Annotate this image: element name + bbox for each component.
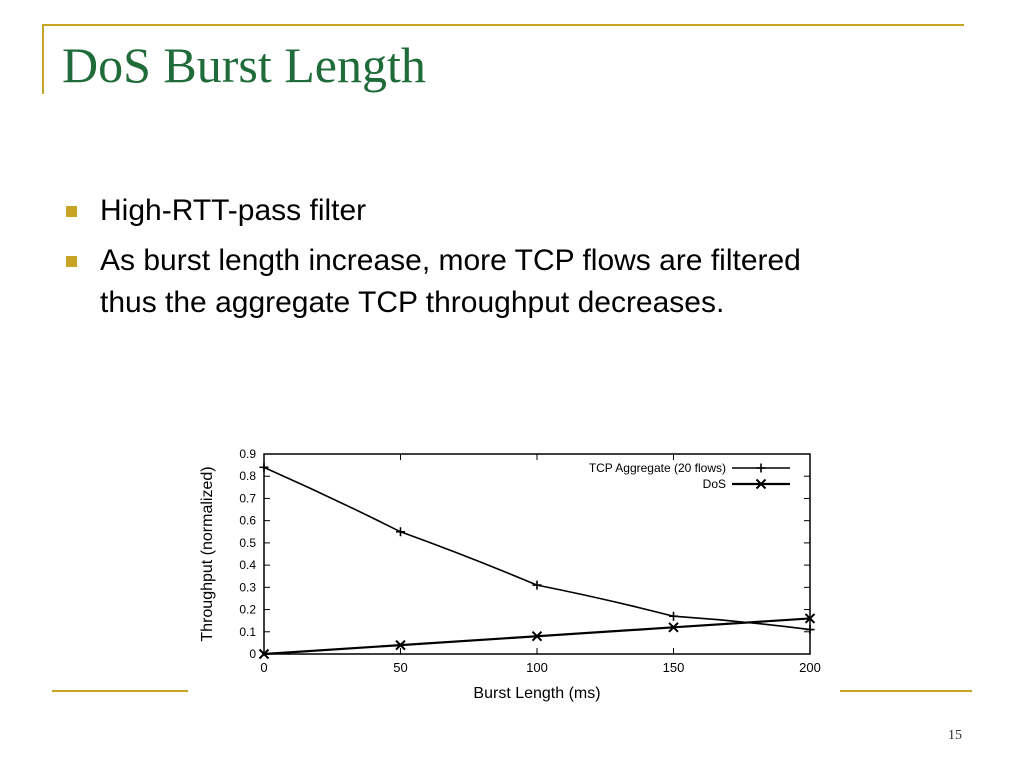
footer-rule-right — [840, 690, 972, 692]
footer-rule-left — [52, 690, 192, 692]
legend-label: TCP Aggregate (20 flows) — [589, 461, 726, 475]
square-bullet-icon — [66, 206, 77, 217]
y-tick-label: 0.7 — [239, 491, 256, 505]
y-tick-label: 0.9 — [239, 447, 256, 461]
point-tcp-aggregate — [532, 580, 542, 590]
x-tick-label: 200 — [799, 660, 821, 675]
legend-marker — [755, 478, 767, 490]
y-axis-label: Throughput (normalized) — [199, 466, 216, 641]
legend-marker — [756, 463, 766, 473]
x-axis-label: Burst Length (ms) — [473, 685, 600, 702]
point-dos — [531, 631, 543, 642]
square-bullet-icon — [66, 256, 77, 267]
series-line-tcp-aggregate — [263, 466, 811, 631]
chart-container: 0 0.1 0.2 0.3 0.4 0.5 0.6 0.7 0.8 0.9 0 50 100 150 200… — [188, 424, 840, 710]
bullet-item: High-RTT-pass filter — [62, 190, 862, 232]
point-tcp-aggregate — [805, 625, 815, 635]
slide-title: DoS Burst Length — [62, 37, 426, 93]
y-tick-label: 0.3 — [239, 580, 256, 594]
y-tick-label: 0 — [249, 647, 256, 661]
point-tcp-aggregate — [396, 527, 405, 537]
point-tcp-aggregate — [669, 611, 678, 621]
x-tick-label: 150 — [663, 660, 685, 675]
point-dos — [395, 639, 406, 651]
bullet-item: As burst length increase, more TCP flows… — [62, 240, 862, 324]
point-dos — [668, 622, 679, 633]
x-tick-label: 100 — [526, 660, 548, 675]
y-tick-label: 0.2 — [239, 603, 256, 617]
bullet-text: High-RTT-pass filter — [100, 194, 367, 227]
x-tick-label: 0 — [260, 660, 267, 675]
frame-top-rule — [42, 24, 964, 26]
y-tick-label: 0.6 — [239, 514, 256, 528]
y-tick-label: 0.1 — [239, 625, 256, 639]
y-tick-label: 0.4 — [239, 558, 256, 572]
frame-left-rule — [42, 24, 44, 94]
point-dos — [804, 613, 816, 624]
bullet-text: As burst length increase, more TCP flows… — [100, 244, 801, 319]
bullet-list: High-RTT-pass filter As burst length inc… — [62, 190, 862, 332]
page-number: 15 — [948, 728, 962, 743]
point-tcp-aggregate — [259, 462, 269, 472]
y-tick-label: 0.8 — [239, 469, 256, 483]
legend-label: DoS — [703, 477, 726, 491]
throughput-chart: 0 0.1 0.2 0.3 0.4 0.5 0.6 0.7 0.8 0.9 0 50 100 150 200… — [199, 447, 821, 702]
x-tick-label: 50 — [393, 660, 407, 675]
point-dos — [258, 648, 270, 660]
y-tick-label: 0.5 — [239, 536, 256, 550]
